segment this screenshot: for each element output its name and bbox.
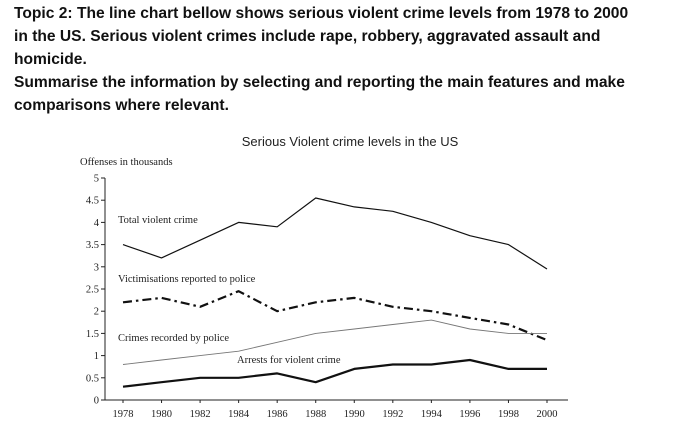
x-tick-label: 1994	[421, 409, 443, 420]
series-line-arrests	[122, 358, 547, 388]
y-tick-label: 0	[94, 396, 99, 407]
y-ticks: 0 0.5 1 1.5 2 2.5 3 3.5 4 4.5 5	[86, 174, 105, 407]
prompt-line-5: comparisons where relevant.	[14, 97, 229, 114]
prompt-line-3: homicide.	[14, 51, 87, 68]
x-ticks: 1978 1980 1982 1984 1986 1988 1990 1992 1994 1996…	[113, 400, 558, 420]
x-tick-label: 1988	[305, 409, 326, 420]
y-tick-label: 3	[94, 262, 99, 273]
series-labels: Total violent crime Victimisations report…	[118, 215, 341, 366]
y-tick-label: 4.5	[86, 196, 99, 207]
x-tick-label: 1990	[344, 409, 365, 420]
prompt-line-4: Summarise the information by selecting a…	[14, 74, 625, 91]
x-tick-label: 1996	[459, 409, 480, 420]
x-tick-label: 2000	[537, 409, 558, 420]
prompt-line-2: in the US. Serious violent crimes includ…	[14, 28, 601, 45]
series-lines	[122, 197, 548, 388]
y-tick-label: 2.5	[86, 285, 99, 296]
y-tick-label: 0.5	[86, 373, 99, 384]
y-tick-label: 3.5	[86, 240, 99, 251]
series-label-arrests: Arrests for violent crime	[237, 355, 341, 366]
y-tick-label: 4	[94, 218, 100, 229]
x-tick-label: 1992	[382, 409, 403, 420]
y-tick-label: 5	[94, 174, 99, 185]
task-prompt: Topic 2: The line chart bellow shows ser…	[14, 2, 674, 117]
y-axis-label: Offenses in thousands	[80, 157, 173, 168]
x-tick-label: 1998	[498, 409, 519, 420]
series-label-victimisations-reported: Victimisations reported to police	[118, 274, 256, 285]
x-tick-label: 1986	[267, 409, 288, 420]
prompt-line-1: Topic 2: The line chart bellow shows ser…	[14, 5, 629, 22]
chart-title: Serious Violent crime levels in the US	[242, 134, 459, 149]
x-tick-label: 1978	[113, 409, 134, 420]
series-label-total-violent-crime: Total violent crime	[118, 215, 198, 226]
series-line-total-violent-crime	[122, 197, 548, 270]
y-tick-label: 2	[94, 307, 99, 318]
x-tick-label: 1982	[190, 409, 211, 420]
series-label-crimes-recorded: Crimes recorded by police	[118, 333, 229, 344]
x-tick-label: 1980	[151, 409, 172, 420]
y-tick-label: 1	[94, 351, 99, 362]
series-line-victimisations-reported	[122, 290, 548, 342]
series-line-crimes-recorded	[122, 319, 547, 365]
x-tick-label: 1984	[228, 409, 250, 420]
y-tick-label: 1.5	[86, 329, 99, 340]
